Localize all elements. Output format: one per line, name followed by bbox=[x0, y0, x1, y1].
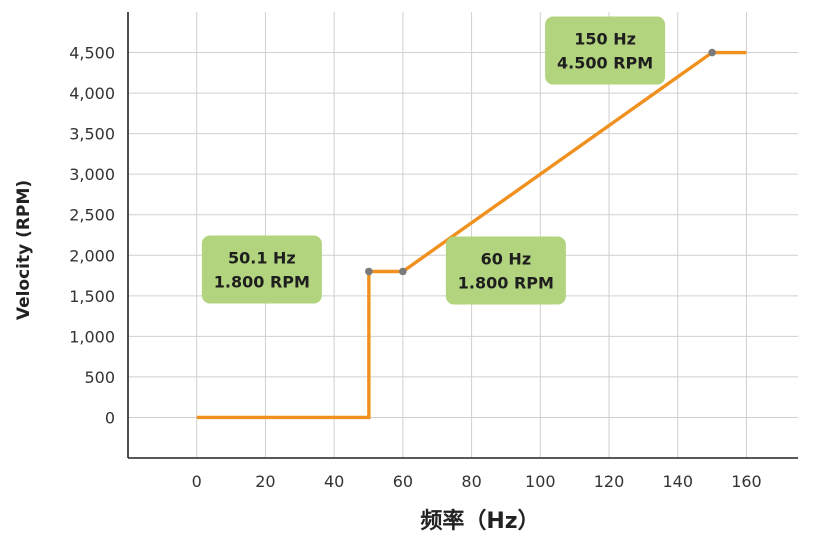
y-axis-label: Velocity (RPM) bbox=[14, 180, 34, 320]
tick-labels: 0 20 40 60 80 100 120 140 160 0 500 1,000 1,500 2,000… bbox=[69, 44, 762, 491]
y-tick-label: 1,000 bbox=[69, 327, 115, 346]
y-tick-label: 0 bbox=[105, 408, 115, 427]
x-tick-label: 20 bbox=[255, 472, 275, 491]
x-tick-label: 0 bbox=[192, 472, 202, 491]
x-tick-label: 160 bbox=[731, 472, 762, 491]
x-tick-label: 140 bbox=[662, 472, 693, 491]
annotation-background bbox=[445, 236, 566, 305]
data-point-marker bbox=[708, 48, 716, 57]
data-point-marker bbox=[399, 267, 407, 276]
annotations: 50.1 Hz 1.800 RPM 60 Hz 1.800 RPM 150 Hz 4.50… bbox=[201, 16, 666, 305]
annotation-background bbox=[201, 235, 322, 304]
annotation-velocity: 1.800 RPM bbox=[458, 273, 554, 292]
y-tick-label: 2,500 bbox=[69, 206, 115, 225]
y-tick-label: 4,000 bbox=[69, 84, 115, 103]
annotation-frequency: 150 Hz bbox=[574, 30, 636, 49]
x-tick-label: 80 bbox=[461, 472, 481, 491]
annotation-frequency: 50.1 Hz bbox=[228, 248, 296, 267]
grid bbox=[128, 12, 798, 458]
annotation-box: 60 Hz 1.800 RPM bbox=[445, 236, 566, 305]
series bbox=[196, 50, 747, 420]
y-tick-label: 2,000 bbox=[69, 246, 115, 265]
y-tick-label: 3,500 bbox=[69, 125, 115, 144]
annotation-box: 150 Hz 4.500 RPM bbox=[545, 16, 666, 85]
y-tick-label: 3,000 bbox=[69, 165, 115, 184]
annotation-background bbox=[545, 16, 666, 85]
series-line bbox=[196, 50, 747, 420]
annotation-frequency: 60 Hz bbox=[481, 249, 532, 268]
x-axis-label: 频率（Hz） bbox=[420, 508, 539, 534]
y-tick-label: 500 bbox=[84, 368, 115, 387]
annotation-velocity: 1.800 RPM bbox=[214, 272, 310, 291]
annotation-velocity: 4.500 RPM bbox=[557, 54, 653, 73]
axes bbox=[127, 12, 798, 459]
x-tick-label: 120 bbox=[594, 472, 625, 491]
x-tick-label: 60 bbox=[393, 472, 413, 491]
markers bbox=[365, 48, 716, 276]
y-tick-label: 4,500 bbox=[69, 44, 115, 63]
annotation-box: 50.1 Hz 1.800 RPM bbox=[201, 235, 322, 304]
data-point-marker bbox=[365, 267, 373, 276]
y-tick-label: 1,500 bbox=[69, 287, 115, 306]
x-tick-label: 40 bbox=[324, 472, 344, 491]
x-tick-label: 100 bbox=[525, 472, 556, 491]
